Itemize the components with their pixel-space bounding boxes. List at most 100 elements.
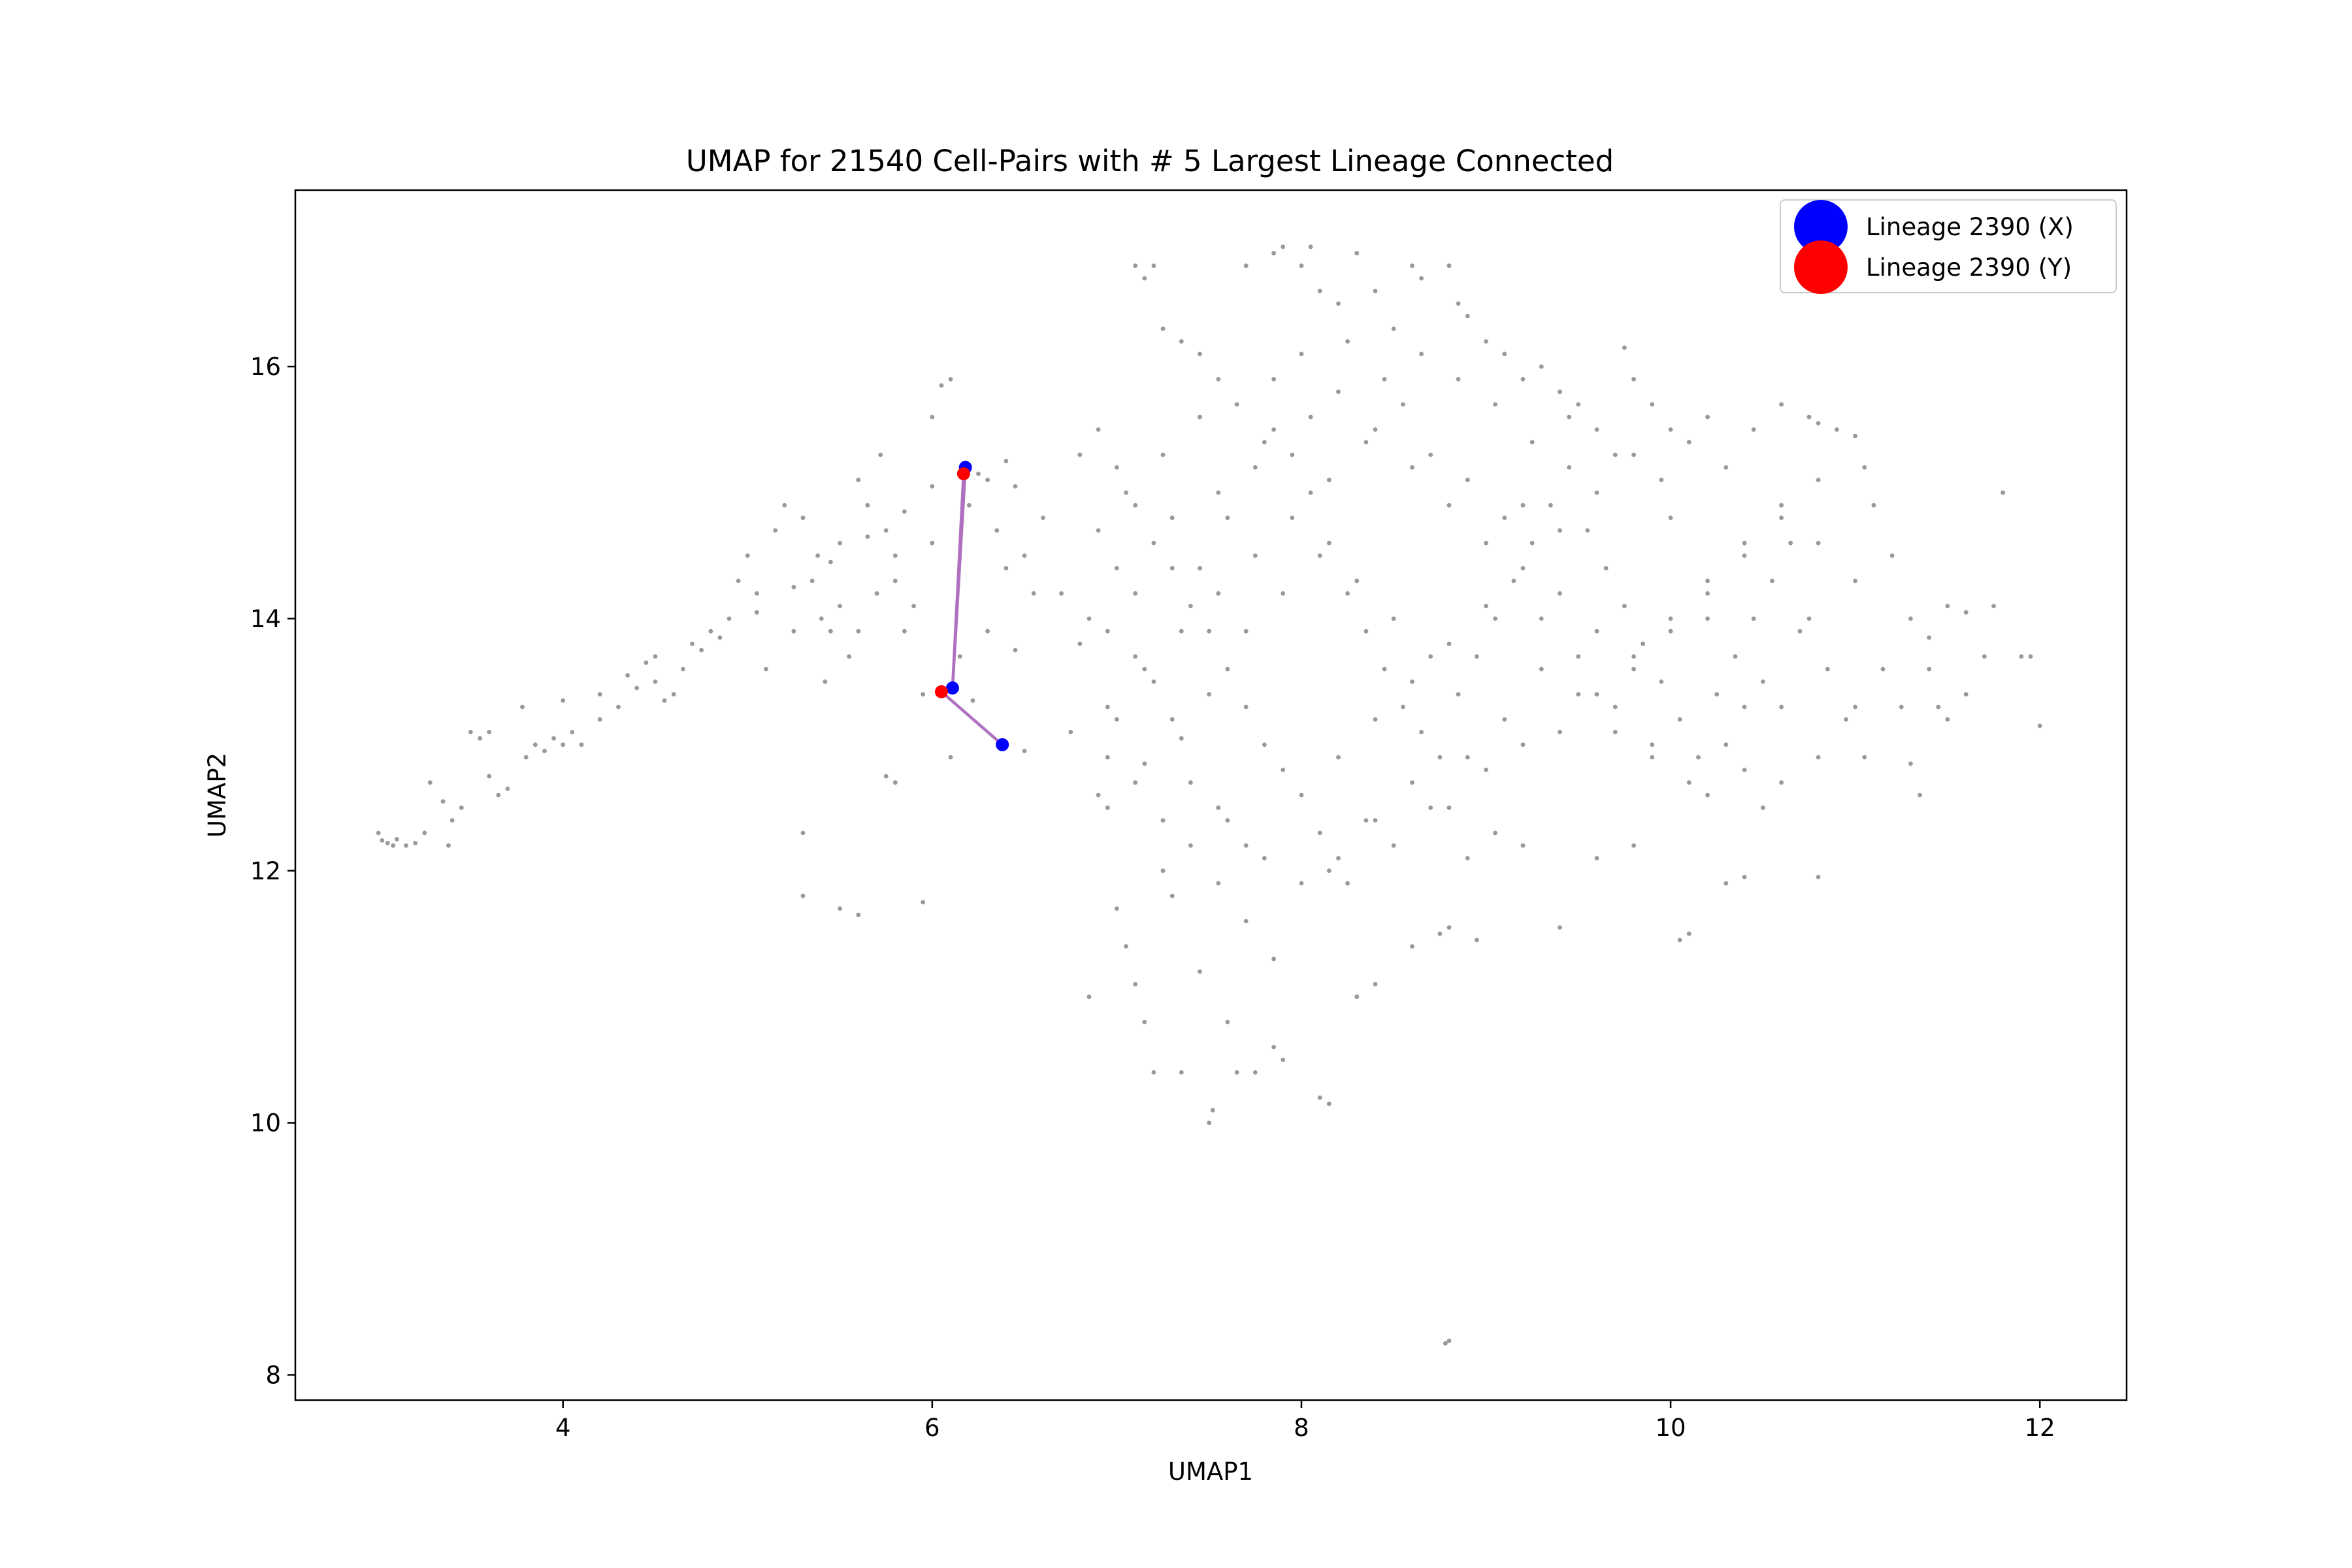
background-point [1622,345,1627,350]
background-point [1585,528,1590,533]
background-point [681,666,685,672]
background-point [1198,969,1202,974]
background-point [1410,780,1414,785]
y-tick-label: 16 [250,353,281,381]
background-point [736,578,741,583]
background-point [1539,666,1544,672]
lineage-y-point [934,685,948,698]
background-point [1326,1102,1331,1106]
background-point [1511,578,1516,583]
background-point [2037,723,2042,728]
background-point [1179,736,1184,741]
background-point [892,780,898,785]
background-point [1225,818,1230,823]
background-point [1733,654,1738,659]
background-point [468,730,473,734]
background-point [1816,755,1821,760]
background-point [791,629,796,634]
background-point [1317,830,1322,836]
background-point [496,792,501,798]
background-point [1761,679,1765,684]
background-point [809,578,815,583]
background-point [616,704,621,710]
background-point [1567,414,1572,419]
x-tick-label: 6 [924,1414,940,1442]
background-point [1520,377,1526,382]
background-point [376,830,381,836]
x-tick-label: 10 [1656,1414,1686,1442]
background-point [404,843,408,848]
lineage-x-point [996,738,1009,751]
background-point [391,843,396,848]
background-point [1446,925,1452,930]
background-point [1252,465,1258,470]
y-tick-label: 14 [250,605,281,633]
background-point [1520,502,1526,508]
background-point [1317,553,1322,558]
background-point [1963,692,1968,697]
axes: 4 6 8 10 12 8 10 12 14 16 [250,353,2055,1442]
background-point [1281,244,1286,250]
background-point [1484,339,1488,344]
background-point [1124,490,1128,495]
background-point [1151,679,1156,684]
background-point [865,502,870,508]
background-point [1779,402,1784,407]
background-point [1529,540,1535,546]
background-point [1373,717,1378,722]
background-point [883,528,889,533]
background-point [1529,440,1535,445]
background-point [1336,856,1341,860]
background-point [1142,666,1147,672]
background-point [1844,717,1848,722]
background-point [1225,515,1230,520]
background-point [1686,440,1691,445]
background-point [1160,868,1166,874]
background-point [1686,780,1691,785]
background-point [579,742,584,747]
background-point [1013,484,1018,489]
background-point [653,679,658,684]
background-point [957,654,962,659]
background-point [930,414,935,419]
background-point [1612,452,1618,457]
background-point [1779,502,1784,508]
background-point [1271,956,1276,962]
background-point [1105,755,1110,760]
background-point [1281,1057,1286,1062]
background-point [570,730,575,734]
chart-title: UMAP for 21540 Cell-Pairs with # 5 Large… [686,144,1614,178]
background-point [1160,452,1166,457]
background-point [727,616,732,621]
background-point [892,553,898,558]
background-point [1659,679,1664,684]
background-point [1446,1338,1452,1343]
background-point [1650,742,1655,747]
background-point [1677,938,1682,943]
background-point [1446,263,1452,269]
background-point [1594,692,1599,697]
background-point [1271,1045,1276,1050]
legend-label: Lineage 2390 (X) [1866,213,2074,241]
background-point [1705,591,1710,596]
background-point [1198,566,1202,571]
background-point [1889,553,1895,558]
background-point [878,452,883,457]
background-point [1612,730,1618,734]
background-point [773,528,778,533]
background-point [1308,490,1313,495]
background-point [1041,515,1045,520]
background-point [1576,692,1581,697]
background-point [625,673,630,678]
background-point [561,742,566,747]
background-point [671,692,676,697]
background-point [1373,288,1378,293]
background-point [1484,604,1488,608]
background-point [1373,427,1378,432]
background-point [828,559,833,564]
background-point [1816,875,1821,879]
background-point [1364,629,1369,634]
background-point [1520,843,1526,848]
background-point [1364,818,1369,823]
background-point [1336,301,1341,306]
